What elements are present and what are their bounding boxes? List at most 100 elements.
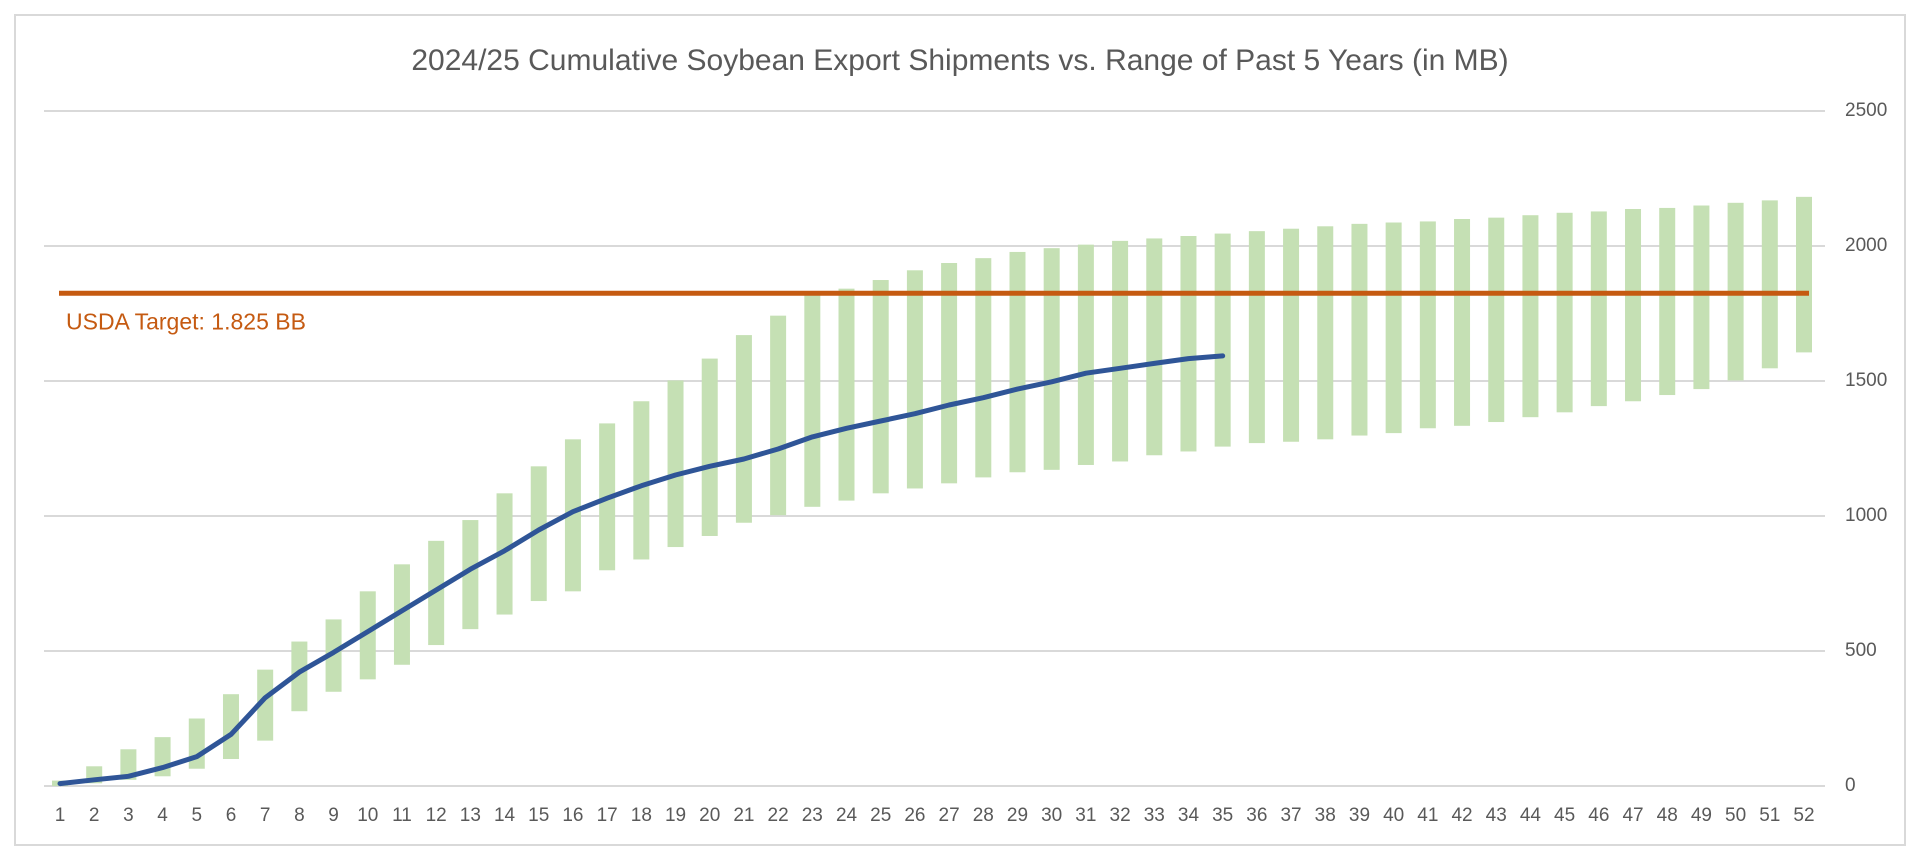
y-tick-label: 1000 [1845,505,1887,526]
x-tick-label: 37 [1280,805,1301,826]
range-bar [667,380,684,548]
x-tick-label: 45 [1554,805,1575,826]
range-bar [1625,209,1642,402]
x-tick-label: 24 [836,805,858,826]
range-bar [1385,222,1402,434]
range-bar [222,694,239,759]
x-tick-label: 13 [460,805,481,826]
x-tick-label: 3 [123,805,134,826]
range-bar [1214,233,1231,447]
range-bar [975,258,992,478]
range-bar [701,358,718,536]
x-tick-label: 15 [528,805,549,826]
range-bar [1556,212,1573,413]
range-bar [359,591,376,680]
range-bar [1112,240,1129,462]
x-tick-label: 29 [1007,805,1028,826]
x-tick-label: 42 [1451,805,1472,826]
x-tick-label: 47 [1622,805,1643,826]
range-bar [941,263,958,484]
x-tick-label: 18 [631,805,652,826]
y-tick-label: 2500 [1845,100,1887,121]
x-tick-label: 27 [939,805,960,826]
y-tick-label: 2000 [1845,235,1887,256]
x-tick-label: 14 [494,805,516,826]
x-tick-label: 20 [699,805,720,826]
x-tick-label: 51 [1759,805,1780,826]
range-bar [872,280,889,494]
x-tick-label: 11 [392,805,412,826]
range-bar [633,401,650,560]
x-tick-label: 28 [973,805,994,826]
range-bar [257,669,274,741]
x-tick-label: 12 [426,805,447,826]
range-bar [1488,217,1505,423]
x-tick-label: 10 [357,805,378,826]
range-bar [1693,205,1710,390]
x-tick-label: 2 [89,805,100,826]
y-tick-label: 0 [1845,775,1856,796]
x-tick-label: 22 [768,805,789,826]
x-tick-label: 19 [665,805,686,826]
x-tick-label: 52 [1793,805,1814,826]
range-bar [1659,207,1676,396]
range-bar [564,439,581,592]
range-bar [1043,248,1060,470]
target-label: USDA Target: 1.825 BB [66,308,306,334]
x-tick-label: 7 [260,805,271,826]
x-tick-label: 26 [904,805,925,826]
x-tick-label: 46 [1588,805,1609,826]
x-tick-label: 35 [1212,805,1233,826]
range-bar [1351,223,1368,436]
range-bar [735,335,752,523]
range-bar [496,493,513,615]
x-tick-label: 23 [802,805,823,826]
y-tick-label: 500 [1845,640,1877,661]
x-tick-label: 39 [1349,805,1370,826]
x-tick-label: 43 [1486,805,1507,826]
x-tick-label: 4 [157,805,168,826]
x-tick-label: 6 [226,805,237,826]
y-tick-label: 1500 [1845,370,1887,391]
range-bar [770,315,787,516]
chart-title: 2024/25 Cumulative Soybean Export Shipme… [411,44,1508,77]
range-bar [393,564,410,665]
range-bar [1283,228,1300,442]
range-bar [1077,244,1094,465]
x-tick-label: 25 [870,805,891,826]
x-tick-label: 31 [1075,805,1096,826]
x-tick-label: 8 [294,805,305,826]
range-bar [1180,236,1197,452]
x-tick-label: 16 [562,805,583,826]
x-tick-label: 9 [328,805,339,826]
range-bar [838,288,855,501]
range-bar [1146,238,1163,456]
range-bar [906,270,923,489]
range-bar [804,294,821,507]
x-tick-label: 48 [1657,805,1678,826]
range-bar [1248,231,1265,444]
series-line [57,353,1226,787]
x-tick-label: 21 [733,805,754,826]
range-bar [1796,196,1812,353]
x-tick-label: 34 [1178,805,1200,826]
x-tick-label: 49 [1691,805,1712,826]
range-bar [1761,200,1778,369]
range-bar [1590,211,1607,407]
x-tick-label: 38 [1315,805,1336,826]
range-bar [1009,251,1026,473]
range-bar [462,520,479,630]
x-tick-label: 33 [1144,805,1165,826]
chart-border [14,14,1906,846]
range-bar [188,718,205,769]
range-bar [1522,215,1539,418]
range-bar [1317,226,1334,440]
range-bar [325,619,342,692]
x-tick-label: 40 [1383,805,1404,826]
x-tick-label: 44 [1520,805,1542,826]
range-bar [120,749,137,780]
x-tick-label: 50 [1725,805,1746,826]
range-bar [1419,221,1436,429]
